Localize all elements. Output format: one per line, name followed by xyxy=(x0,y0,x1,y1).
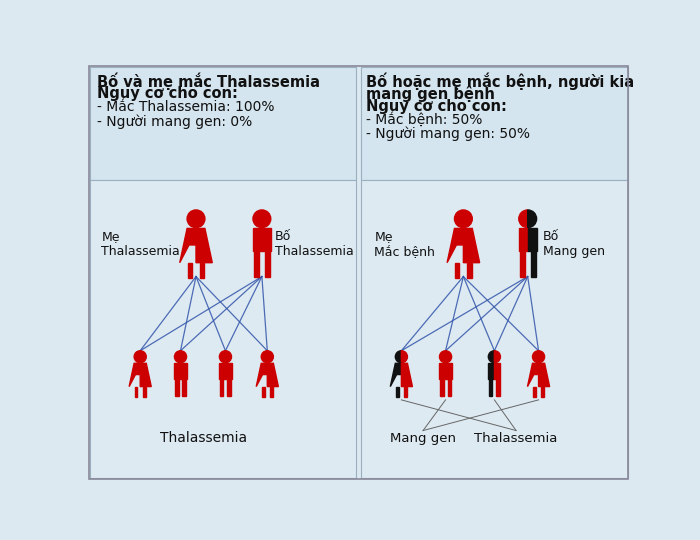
Circle shape xyxy=(533,351,545,363)
Polygon shape xyxy=(143,387,146,397)
Polygon shape xyxy=(180,228,196,262)
Polygon shape xyxy=(262,387,265,397)
Text: Bố và mẹ mắc Thalassemia: Bố và mẹ mắc Thalassemia xyxy=(97,72,320,90)
FancyBboxPatch shape xyxy=(90,180,356,478)
Text: Bố
Thalassemia: Bố Thalassemia xyxy=(275,230,354,258)
Polygon shape xyxy=(265,251,270,276)
Wedge shape xyxy=(494,351,500,363)
Polygon shape xyxy=(391,363,401,387)
Circle shape xyxy=(187,210,205,228)
Polygon shape xyxy=(533,387,536,397)
Polygon shape xyxy=(225,363,232,379)
Polygon shape xyxy=(538,363,550,387)
Polygon shape xyxy=(440,363,446,379)
Polygon shape xyxy=(267,363,279,387)
Polygon shape xyxy=(181,363,187,379)
Wedge shape xyxy=(401,351,407,363)
Circle shape xyxy=(134,351,146,363)
Text: - Người mang gen: 0%: - Người mang gen: 0% xyxy=(97,114,252,129)
Circle shape xyxy=(440,351,452,363)
Polygon shape xyxy=(140,363,151,387)
Circle shape xyxy=(219,351,232,363)
Polygon shape xyxy=(541,387,544,397)
Text: Mẹ
Thalassemia: Mẹ Thalassemia xyxy=(102,230,180,258)
Circle shape xyxy=(454,210,472,228)
Polygon shape xyxy=(129,363,140,387)
Wedge shape xyxy=(489,351,494,363)
Polygon shape xyxy=(489,379,492,396)
Polygon shape xyxy=(200,262,204,278)
Polygon shape xyxy=(188,262,192,278)
Polygon shape xyxy=(183,379,186,396)
Polygon shape xyxy=(220,379,223,396)
FancyBboxPatch shape xyxy=(361,67,628,180)
Text: Nguy cơ cho con:: Nguy cơ cho con: xyxy=(97,86,238,102)
Circle shape xyxy=(174,351,187,363)
Circle shape xyxy=(253,210,271,228)
Wedge shape xyxy=(528,210,537,228)
Circle shape xyxy=(261,351,274,363)
Text: Bố
Mang gen: Bố Mang gen xyxy=(543,230,606,258)
Polygon shape xyxy=(531,251,536,276)
Text: - Người mang gen: 50%: - Người mang gen: 50% xyxy=(367,126,531,141)
Text: Mẹ
Mắc bệnh: Mẹ Mắc bệnh xyxy=(374,230,435,258)
Polygon shape xyxy=(228,379,231,396)
Polygon shape xyxy=(256,363,267,387)
Text: Mang gen: Mang gen xyxy=(390,432,456,445)
Polygon shape xyxy=(447,228,463,262)
Polygon shape xyxy=(528,363,538,387)
Polygon shape xyxy=(395,387,398,397)
Polygon shape xyxy=(447,379,451,396)
Polygon shape xyxy=(528,228,537,251)
Polygon shape xyxy=(468,262,472,278)
Polygon shape xyxy=(254,251,259,276)
Polygon shape xyxy=(134,387,137,397)
Polygon shape xyxy=(519,228,528,251)
Polygon shape xyxy=(219,363,225,379)
Polygon shape xyxy=(253,228,262,251)
Polygon shape xyxy=(520,251,525,276)
Text: Nguy cơ cho con:: Nguy cơ cho con: xyxy=(367,99,508,114)
Text: mang gen bệnh: mang gen bệnh xyxy=(367,85,496,102)
FancyBboxPatch shape xyxy=(361,180,628,478)
Polygon shape xyxy=(446,363,452,379)
Polygon shape xyxy=(262,228,271,251)
Polygon shape xyxy=(494,363,500,379)
Polygon shape xyxy=(401,363,412,387)
Text: Thalassemia: Thalassemia xyxy=(475,432,558,445)
Polygon shape xyxy=(404,387,407,397)
Polygon shape xyxy=(463,228,480,262)
Wedge shape xyxy=(519,210,528,228)
Wedge shape xyxy=(395,351,401,363)
FancyBboxPatch shape xyxy=(90,67,356,180)
Polygon shape xyxy=(496,379,500,396)
Polygon shape xyxy=(196,228,212,262)
Text: Bố hoặc mẹ mắc bệnh, người kia: Bố hoặc mẹ mắc bệnh, người kia xyxy=(367,72,635,90)
Polygon shape xyxy=(270,387,273,397)
Polygon shape xyxy=(440,379,444,396)
Polygon shape xyxy=(489,363,494,379)
Text: Thalassemia: Thalassemia xyxy=(160,431,247,446)
Text: - Mắc bệnh: 50%: - Mắc bệnh: 50% xyxy=(367,112,483,127)
Text: - Mắc Thalassemia: 100%: - Mắc Thalassemia: 100% xyxy=(97,100,274,114)
Polygon shape xyxy=(175,379,178,396)
Polygon shape xyxy=(174,363,181,379)
Polygon shape xyxy=(455,262,459,278)
